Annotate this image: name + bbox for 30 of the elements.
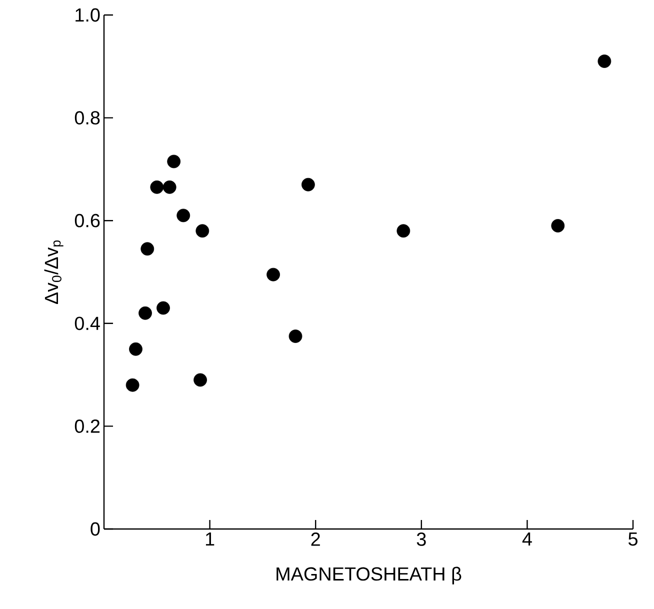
point xyxy=(126,378,140,392)
point xyxy=(150,180,164,194)
y-tick-label: 0.8 xyxy=(74,111,100,124)
point xyxy=(396,224,410,238)
point xyxy=(167,154,181,168)
point xyxy=(301,178,315,192)
x-axis-title: MAGNETOSHEATH β xyxy=(276,566,462,584)
x-tick-label: 2 xyxy=(311,532,320,546)
point xyxy=(156,301,170,315)
x-tick-label: 5 xyxy=(628,532,638,546)
y-tick-label: 1.0 xyxy=(76,8,100,22)
point xyxy=(176,208,190,222)
y-tick-label: 0.6 xyxy=(74,214,100,228)
point xyxy=(162,180,176,194)
y-tick-label: 0 xyxy=(90,522,100,536)
point xyxy=(129,342,142,356)
point xyxy=(551,219,565,232)
point xyxy=(194,373,207,387)
point xyxy=(288,330,302,343)
y-tick-label: 0.2 xyxy=(74,419,100,433)
x-tick-label: 3 xyxy=(416,532,426,546)
point xyxy=(140,242,154,256)
y-axis-title: Δv$_{0}$/Δv$_{p}$ xyxy=(44,240,64,304)
y-tick-label: 0.4 xyxy=(74,316,100,330)
point xyxy=(266,268,280,282)
point xyxy=(138,306,152,320)
point xyxy=(598,54,612,68)
point xyxy=(196,224,210,238)
x-tick-label: 4 xyxy=(522,532,532,546)
x-tick-label: 1 xyxy=(206,532,214,546)
